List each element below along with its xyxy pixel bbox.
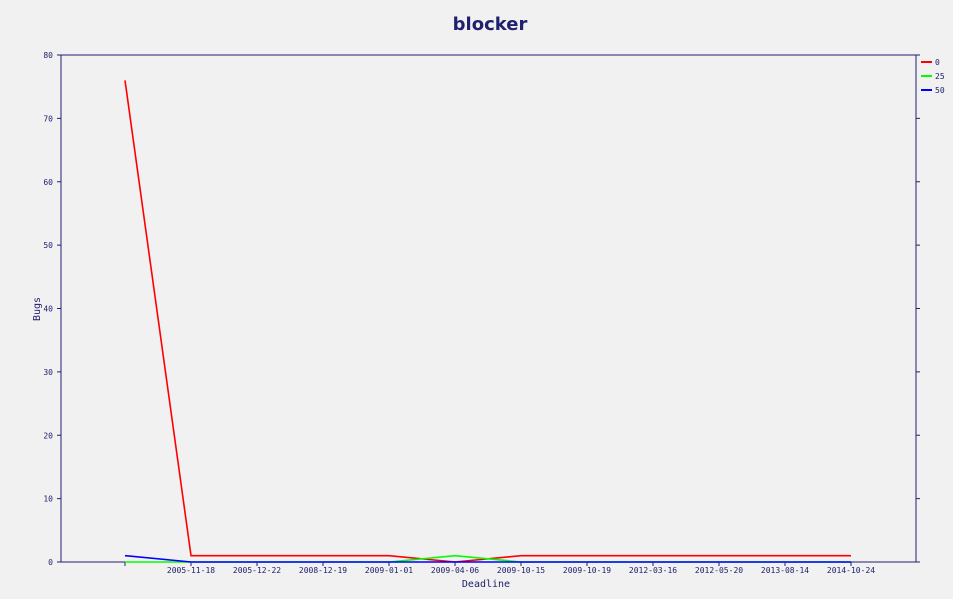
x-tick-label: 2014-10-24: [827, 566, 875, 575]
legend-label: 0: [935, 58, 940, 67]
x-axis: 2005-11-18 2005-12-22 2008-12-19 2009-01-01…: [124, 562, 875, 575]
legend-label: 25: [935, 72, 945, 81]
y-tick-label: 80: [43, 51, 53, 60]
y-tick-label: 40: [43, 305, 53, 314]
y-tick-label: 70: [43, 114, 53, 123]
plot-area: [60, 54, 917, 563]
legend-label: 50: [935, 86, 945, 95]
y-tick-label: 30: [43, 368, 53, 377]
x-tick-label: 2008-12-19: [299, 566, 347, 575]
x-tick-label: 2005-11-18: [167, 566, 215, 575]
x-axis-label: Deadline: [462, 579, 510, 590]
chart-title: blocker: [452, 14, 528, 35]
y-tick-label: 0: [48, 558, 53, 567]
series-lines: [124, 80, 851, 563]
y-axis: 0 10 20 30 40 50 60 70 80: [43, 51, 920, 567]
x-tick-label: 2009-01-01: [365, 566, 413, 575]
series-line-50: [124, 554, 851, 563]
y-tick-label: 50: [43, 241, 53, 250]
x-tick-label: 2012-05-20: [695, 566, 743, 575]
x-tick-label: 2012-03-16: [629, 566, 677, 575]
x-tick-label: 2005-12-22: [233, 566, 281, 575]
y-tick-label: 20: [43, 431, 53, 440]
legend: 0 25 50: [921, 58, 945, 95]
x-tick-label: 2009-04-06: [431, 566, 479, 575]
x-tick-label: 2013-08-14: [761, 566, 809, 575]
x-tick-label: 2009-10-19: [563, 566, 611, 575]
y-tick-label: 60: [43, 178, 53, 187]
x-tick-label: 2009-10-15: [497, 566, 545, 575]
y-tick-label: 10: [43, 495, 53, 504]
y-axis-label: Bugs: [32, 297, 43, 321]
